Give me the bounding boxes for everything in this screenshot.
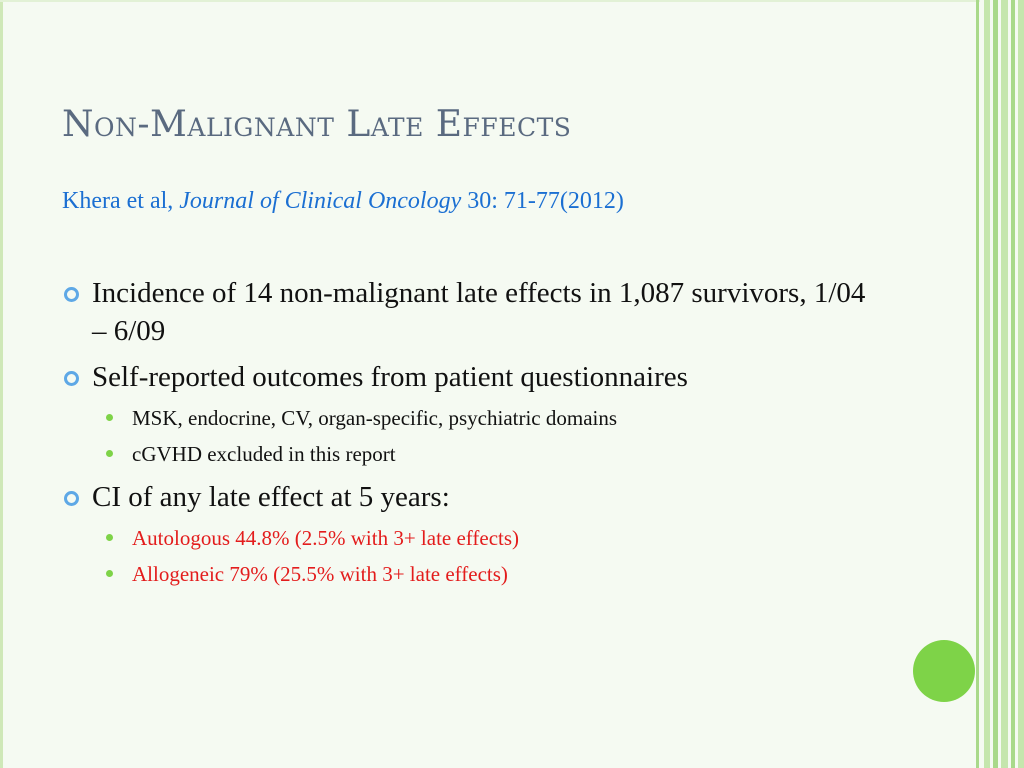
sub-bullet-item: Autologous 44.8% (2.5% with 3+ late effe…: [62, 524, 882, 552]
ring-bullet-icon: [64, 287, 79, 302]
sub-bullet-item: MSK, endocrine, CV, organ-specific, psyc…: [62, 404, 882, 432]
citation-authors: Khera et al,: [62, 188, 174, 214]
bullet-item: Self-reported outcomes from patient ques…: [62, 358, 882, 396]
sub-bullet-list: Autologous 44.8% (2.5% with 3+ late effe…: [62, 524, 882, 588]
citation: Khera et al, Journal of Clinical Oncolog…: [62, 188, 624, 215]
decorative-stripe: [1001, 0, 1008, 768]
citation-reference: 30: 71-77(2012): [467, 188, 624, 214]
sub-bullet-list: MSK, endocrine, CV, organ-specific, psyc…: [62, 404, 882, 468]
dot-bullet-icon: [106, 414, 113, 421]
ring-bullet-icon: [64, 491, 79, 506]
frame-top-line: [0, 0, 980, 2]
slide-title: Non-Malignant Late Effects: [62, 104, 572, 145]
sub-bullet-text: Allogeneic 79% (25.5% with 3+ late effec…: [132, 562, 508, 586]
sub-bullet-text: MSK, endocrine, CV, organ-specific, psyc…: [132, 406, 618, 430]
ring-bullet-icon: [64, 371, 79, 386]
decorative-stripe: [984, 0, 990, 768]
sub-bullet-text: Autologous 44.8% (2.5% with 3+ late effe…: [132, 526, 520, 550]
bullet-text: CI of any late effect at 5 years:: [92, 481, 450, 513]
bullet-item: Incidence of 14 non-malignant late effec…: [62, 274, 882, 350]
decorative-stripe: [1011, 0, 1015, 768]
bullet-text: Incidence of 14 non-malignant late effec…: [92, 277, 866, 347]
dot-bullet-icon: [106, 570, 113, 577]
decorative-stripe: [1018, 0, 1024, 768]
dot-bullet-icon: [106, 450, 113, 457]
sub-bullet-item: Allogeneic 79% (25.5% with 3+ late effec…: [62, 560, 882, 588]
decorative-stripe: [976, 0, 979, 768]
green-circle-decoration: [913, 640, 975, 702]
frame-left-line: [0, 0, 3, 768]
decorative-stripe: [993, 0, 998, 768]
sub-bullet-text: cGVHD excluded in this report: [132, 442, 396, 466]
slide-content: Incidence of 14 non-malignant late effec…: [62, 274, 882, 598]
citation-journal: Journal of Clinical Oncology: [179, 188, 462, 214]
bullet-text: Self-reported outcomes from patient ques…: [92, 361, 688, 393]
bullet-item: CI of any late effect at 5 years:: [62, 478, 882, 516]
sub-bullet-item: cGVHD excluded in this report: [62, 440, 882, 468]
dot-bullet-icon: [106, 534, 113, 541]
